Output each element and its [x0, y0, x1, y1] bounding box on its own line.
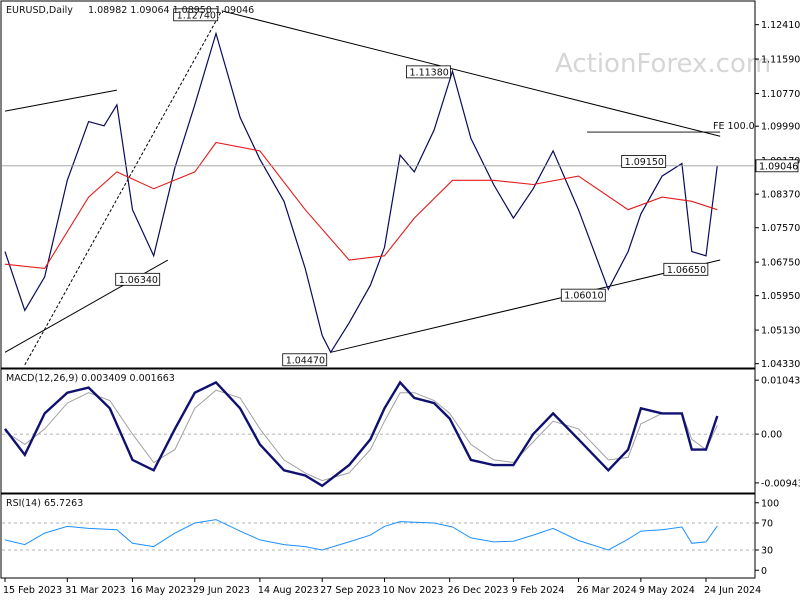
price-tick-label: 1.06750	[761, 258, 800, 269]
rsi-tick-label: 0	[761, 566, 767, 577]
price-annotations: 1.12740 1.06340 1.04470 1.11380 1.06010 1.091…	[115, 8, 709, 367]
price-series-line	[4, 31, 718, 354]
price-tick-label: 1.11590	[761, 55, 800, 66]
annotation-label: 1.12740	[177, 10, 216, 21]
macd-line	[4, 380, 719, 488]
watermark: ActionForex.com	[555, 49, 771, 79]
rsi-line	[4, 519, 718, 551]
annotation-box	[621, 155, 667, 168]
price-tick-label: 1.04330	[761, 359, 800, 370]
time-tick-label: 14 Aug 2023	[258, 585, 319, 596]
rsi-tick-label: 100	[761, 498, 779, 509]
time-tick-label: 10 Nov 2023	[383, 585, 444, 596]
annotation-box	[663, 262, 709, 276]
annotation-label: 1.06650	[667, 265, 706, 276]
macd-tick-label: -0.009436	[761, 478, 800, 489]
time-tick-label: 9 Feb 2024	[511, 585, 564, 596]
last-price-box	[755, 159, 799, 173]
macd-axis: 0.010434 0.00 -0.009436	[755, 376, 800, 489]
time-tick-label: 26 Dec 2023	[448, 585, 509, 596]
annotation-box	[560, 288, 606, 302]
annotation-label: 1.09150	[625, 157, 664, 168]
time-tick-label: 16 May 2023	[130, 585, 192, 596]
fe-level: FE 100.0	[587, 121, 755, 133]
rsi-axis: 100 70 30 0	[755, 498, 779, 577]
macd-panel-frame	[0, 368, 756, 494]
price-tick-label: 1.07570	[761, 223, 800, 234]
time-tick-label: 9 May 2024	[639, 585, 695, 596]
rsi-tick-label: 30	[761, 546, 773, 557]
price-tick-label: 1.10770	[761, 89, 800, 100]
price-tick-label: 1.08370	[761, 190, 800, 201]
price-panel-frame	[0, 0, 756, 369]
moving-average-line	[4, 141, 718, 269]
fe-level-label: FE 100.0	[713, 121, 755, 132]
time-tick-label: 27 Sep 2023	[320, 585, 380, 596]
price-tick-label: 1.05130	[761, 326, 800, 337]
rsi-label: RSI(14) 65.7263	[6, 498, 83, 509]
price-tick-label: 1.09990	[761, 122, 800, 133]
macd-tick-label: 0.010434	[761, 376, 800, 387]
annotation-box	[173, 8, 219, 22]
trendline	[221, 10, 721, 137]
time-axis: 15 Feb 2023 31 Mar 2023 16 May 2023 29 Jun …	[3, 578, 761, 596]
price-tick-label: 1.12410	[761, 20, 800, 31]
macd-label: MACD(12,26,9) 0.003409 0.001663	[6, 373, 175, 384]
annotation-box	[406, 65, 451, 79]
trendline	[4, 89, 117, 112]
last-price-label: 1.09046	[759, 161, 798, 172]
last-price-badge: 1.09046	[755, 159, 799, 173]
annotation-box	[115, 272, 161, 286]
symbol-title: EURUSD,Daily	[6, 5, 73, 16]
trendline	[330, 259, 721, 353]
time-tick-label: 29 Jun 2023	[193, 585, 250, 596]
annotation-label: 1.11380	[410, 67, 449, 78]
time-tick-label: 31 Mar 2023	[65, 585, 125, 596]
time-tick-label: 15 Feb 2023	[3, 585, 62, 596]
time-tick-label: 26 Mar 2024	[577, 585, 637, 596]
rsi-tick-label: 70	[761, 519, 773, 530]
annotation-label: 1.04470	[286, 355, 325, 366]
macd-tick-label: 0.00	[761, 430, 782, 441]
price-tick-label: 1.05950	[761, 291, 800, 302]
rsi-panel-frame	[0, 493, 756, 579]
annotation-label: 1.06010	[564, 291, 603, 302]
macd-signal-line	[4, 389, 718, 482]
trendline	[24, 10, 223, 366]
time-tick-label: 24 Jun 2024	[704, 585, 761, 596]
annotation-label: 1.06340	[119, 275, 158, 286]
ohlc-readout: 1.08982 1.09064 1.08950 1.09046	[88, 5, 254, 16]
annotation-box	[282, 353, 328, 367]
